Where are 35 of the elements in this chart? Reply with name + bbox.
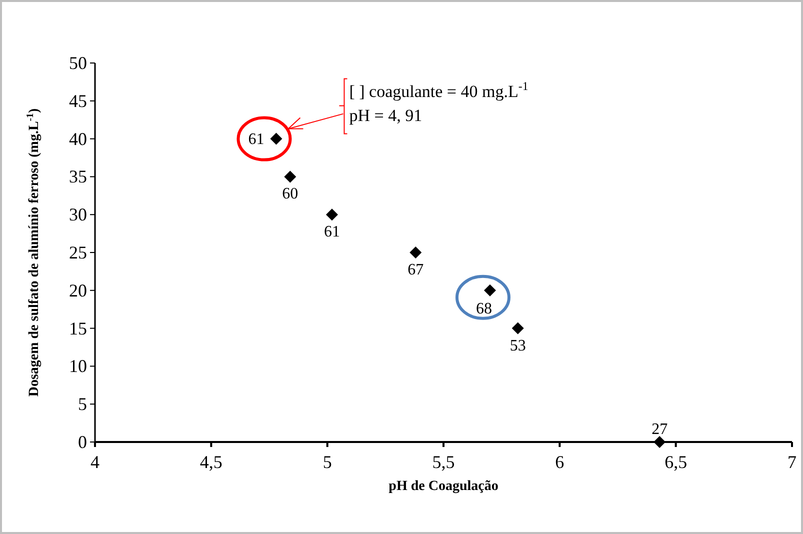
y-tick-label: 10 xyxy=(69,356,87,376)
x-tick-label: 6 xyxy=(555,452,564,472)
y-tick-label: 15 xyxy=(69,318,87,338)
y-tick-label: 35 xyxy=(69,166,87,187)
annotation: 27 xyxy=(652,421,668,438)
y-tick-label: 30 xyxy=(69,204,87,225)
point xyxy=(484,284,496,296)
annotation: 68 xyxy=(476,300,492,318)
y-tick-label: 40 xyxy=(69,128,87,149)
annotation: 60 xyxy=(282,186,298,203)
x-axis-title: pH de Coagulação xyxy=(388,479,498,494)
y-tick-label: 25 xyxy=(69,242,87,262)
x-tick-label: 5,5 xyxy=(432,452,455,472)
annotation: 61 xyxy=(324,224,340,241)
annotation: 61 xyxy=(248,130,264,148)
x-tick-label: 4,5 xyxy=(200,452,222,472)
x-tick-label: 4 xyxy=(90,452,100,472)
annotation: [ ] coagulante = 40 mg.L$^{-1}$ xyxy=(349,78,528,101)
y-tick-label: 5 xyxy=(78,394,87,414)
annotation: 67 xyxy=(408,262,424,278)
x-tick-label: 5 xyxy=(322,452,332,472)
point xyxy=(326,208,338,221)
y-tick-label: 50 xyxy=(69,53,87,73)
x-tick-label: 6,5 xyxy=(664,452,688,472)
point xyxy=(284,170,296,183)
annotation: 53 xyxy=(510,337,526,354)
point xyxy=(654,436,666,448)
y-tick-label: 0 xyxy=(78,432,87,452)
point xyxy=(270,132,282,145)
x-tick-label: 7 xyxy=(788,452,796,472)
point xyxy=(512,322,524,334)
y-tick-label: 45 xyxy=(69,90,87,111)
annotation: pH = 4, 91 xyxy=(349,106,422,125)
point xyxy=(410,246,422,258)
y-tick-label: 20 xyxy=(69,280,87,300)
